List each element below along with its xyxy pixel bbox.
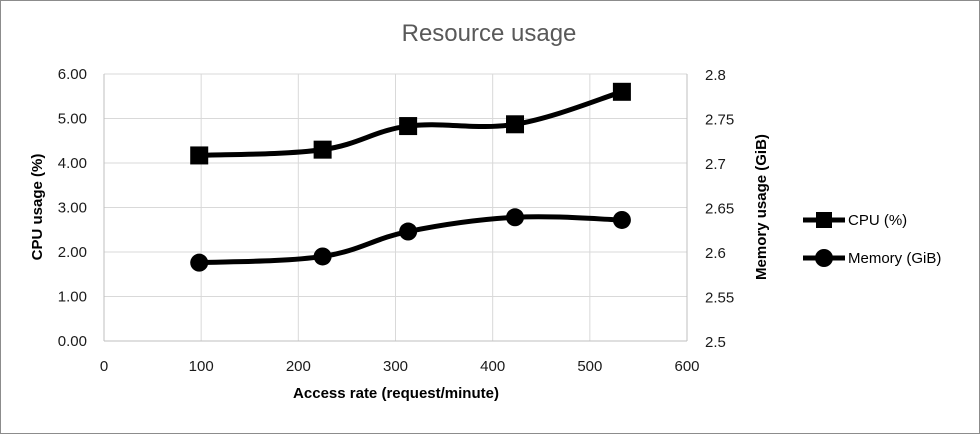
- y-tick-label: 3.00: [58, 200, 87, 217]
- y2-tick-label: 2.75: [705, 112, 734, 129]
- x-tick-label: 400: [480, 358, 505, 375]
- memory-data-point: [612, 210, 631, 229]
- axes: [103, 74, 688, 342]
- cpu-data-point: [399, 117, 418, 136]
- x-tick-label: 300: [383, 358, 408, 375]
- cpu-data-point: [313, 140, 332, 159]
- y2-axis-title: Memory usage (GiB): [753, 134, 770, 280]
- y-axis-title: CPU usage (%): [29, 154, 46, 261]
- series-group: [190, 82, 631, 272]
- x-tick-label: 0: [100, 358, 108, 375]
- legend: CPU (%) Memory (GiB): [803, 212, 941, 267]
- cpu-data-point: [190, 146, 209, 165]
- memory-data-point: [399, 222, 418, 241]
- memory-data-point: [313, 247, 332, 266]
- memory-data-point: [190, 253, 209, 272]
- y2-tick-label: 2.6: [705, 245, 726, 262]
- y-tick-label: 2.00: [58, 244, 87, 261]
- gridlines: [104, 73, 688, 342]
- cpu-data-point: [506, 115, 525, 134]
- y-tick-label: 5.00: [58, 111, 87, 128]
- y2-tick-label: 2.55: [705, 290, 734, 307]
- x-axis-title: Access rate (request/minute): [293, 385, 499, 402]
- memory-data-point: [506, 208, 525, 227]
- y-tick-label: 6.00: [58, 66, 87, 83]
- cpu-legend-marker: [816, 212, 832, 228]
- x-tick-label: 200: [286, 358, 311, 375]
- y2-tick-label: 2.65: [705, 201, 734, 218]
- chart-title: Resource usage: [402, 20, 577, 47]
- y-tick-label: 0.00: [58, 333, 87, 350]
- cpu-legend-label: CPU (%): [848, 212, 907, 229]
- memory-legend-label: Memory (GiB): [848, 250, 941, 267]
- x-tick-label: 600: [674, 358, 699, 375]
- y2-tick-label: 2.8: [705, 67, 726, 84]
- x-tick-label: 500: [577, 358, 602, 375]
- memory-legend-marker: [815, 249, 833, 267]
- y-tick-label: 4.00: [58, 155, 87, 172]
- y2-tick-label: 2.7: [705, 156, 726, 173]
- cpu-data-point: [612, 82, 631, 101]
- y-tick-label: 1.00: [58, 289, 87, 306]
- x-tick-label: 100: [189, 358, 214, 375]
- tick-labels: 0.00 1.00 2.00 3.00 4.00 5.00 6.00 0 100 200 300 40…: [58, 66, 734, 375]
- y2-tick-label: 2.5: [705, 334, 726, 351]
